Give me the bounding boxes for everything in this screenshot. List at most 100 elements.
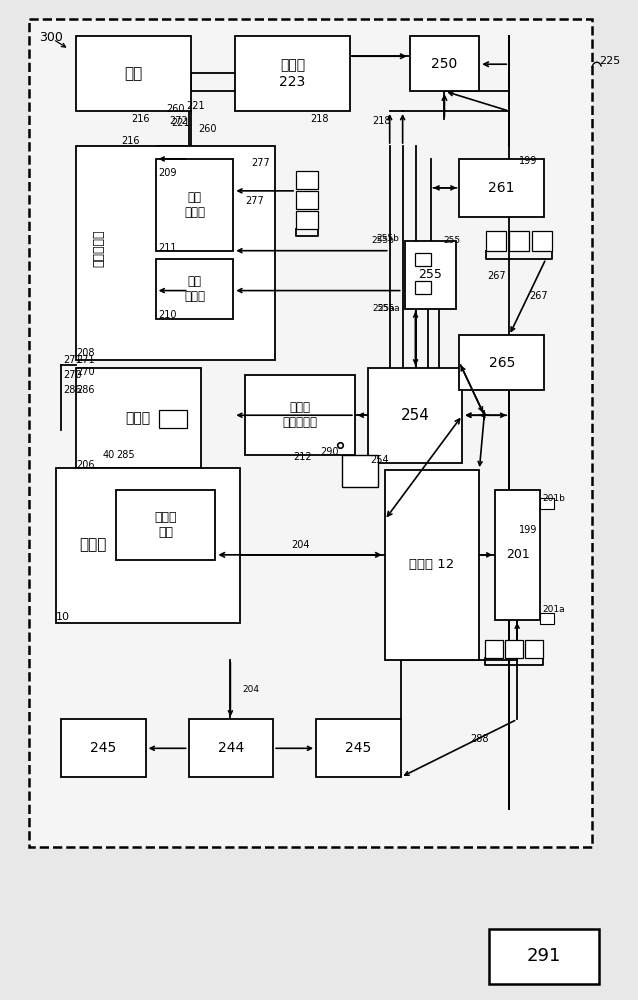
Text: 199: 199 [519, 156, 537, 166]
Text: 270: 270 [76, 367, 94, 377]
Text: 204: 204 [242, 685, 259, 694]
Bar [76, 36, 191, 111]
Bar [459, 159, 544, 217]
Bar [540, 613, 554, 624]
Text: 265: 265 [489, 356, 515, 370]
Text: 208: 208 [76, 348, 94, 358]
Text: 255b: 255b [372, 236, 395, 245]
Text: 216: 216 [131, 114, 149, 124]
Bar [156, 159, 234, 251]
Text: 255b: 255b [377, 234, 399, 243]
Text: 218: 218 [311, 114, 329, 124]
Text: 206: 206 [76, 460, 94, 470]
Text: 250: 250 [431, 57, 457, 71]
Bar [495, 490, 540, 620]
Text: 267: 267 [529, 291, 547, 301]
Text: 199: 199 [519, 525, 537, 535]
Bar [540, 498, 554, 509]
Text: 221: 221 [186, 101, 205, 111]
Text: 225: 225 [599, 56, 620, 66]
Bar [385, 470, 479, 660]
Text: 255: 255 [444, 236, 461, 245]
Bar [316, 719, 401, 777]
Bar [296, 191, 318, 209]
Text: 272: 272 [169, 116, 188, 126]
Text: 218: 218 [373, 116, 391, 126]
Text: 255a: 255a [377, 304, 399, 313]
Text: 300: 300 [39, 31, 63, 44]
Text: 254: 254 [370, 455, 389, 465]
Text: 260: 260 [167, 104, 185, 114]
Bar [415, 253, 431, 266]
Text: 40: 40 [103, 450, 115, 460]
Text: 发动机: 发动机 [79, 537, 107, 552]
Text: 210: 210 [159, 310, 177, 320]
Bar [61, 719, 145, 777]
Text: 286: 286 [63, 385, 82, 395]
Bar [489, 929, 599, 984]
Bar [116, 490, 216, 560]
Text: 277: 277 [246, 196, 264, 206]
Bar [486, 231, 506, 251]
Text: 254: 254 [401, 408, 429, 423]
Text: 自动变速器: 自动变速器 [93, 230, 105, 267]
Text: 290: 290 [320, 447, 339, 457]
Bar [404, 241, 456, 309]
Text: 挡位
离合器: 挡位 离合器 [184, 191, 205, 219]
Text: 277: 277 [251, 158, 270, 168]
Text: 扭矩致
动器: 扭矩致 动器 [154, 511, 177, 539]
Bar [246, 375, 355, 455]
Bar [367, 368, 463, 463]
Text: 变矩器: 变矩器 [126, 411, 151, 425]
Bar [342, 455, 378, 487]
Bar [296, 211, 318, 229]
Text: 260: 260 [198, 124, 217, 134]
Bar [189, 719, 273, 777]
Text: 211: 211 [159, 243, 177, 253]
Bar [509, 231, 529, 251]
Text: 变矩器
锁止离合器: 变矩器 锁止离合器 [283, 401, 318, 429]
Bar [56, 468, 241, 623]
Bar [76, 146, 275, 360]
Bar [505, 640, 523, 658]
Text: 288: 288 [470, 734, 489, 744]
Bar [532, 231, 552, 251]
Bar [415, 281, 431, 294]
Bar [410, 36, 479, 91]
Text: 255: 255 [419, 268, 442, 281]
Text: 267: 267 [487, 271, 505, 281]
Text: 255a: 255a [372, 304, 395, 313]
Text: 261: 261 [489, 181, 515, 195]
Bar [459, 335, 544, 390]
Text: 控制器 12: 控制器 12 [410, 558, 455, 571]
Text: 244: 244 [218, 741, 244, 755]
Text: 前进
离合器: 前进 离合器 [184, 275, 205, 303]
Text: 270: 270 [63, 370, 82, 380]
Text: 车轮: 车轮 [124, 66, 142, 81]
Text: 291: 291 [527, 947, 561, 965]
Bar [29, 19, 592, 847]
Text: 245: 245 [345, 741, 371, 755]
Text: 201: 201 [506, 548, 530, 561]
Bar [76, 368, 200, 468]
Text: 221: 221 [171, 118, 190, 128]
Bar [296, 171, 318, 189]
Text: 201b: 201b [542, 494, 565, 503]
Text: 212: 212 [293, 452, 311, 462]
Text: 10: 10 [56, 612, 70, 622]
Text: 271: 271 [76, 355, 94, 365]
Text: 286: 286 [76, 385, 94, 395]
Text: 271: 271 [63, 355, 82, 365]
Text: 201a: 201a [542, 605, 565, 614]
Bar [156, 259, 234, 319]
Text: 209: 209 [159, 168, 177, 178]
Bar [486, 640, 503, 658]
Text: 制动器
223: 制动器 223 [279, 59, 306, 89]
Text: 245: 245 [91, 741, 117, 755]
Text: 285: 285 [117, 450, 135, 460]
Text: 216: 216 [122, 136, 140, 146]
Text: 204: 204 [291, 540, 309, 550]
Bar [159, 410, 186, 428]
Bar [235, 36, 350, 111]
Bar [525, 640, 543, 658]
